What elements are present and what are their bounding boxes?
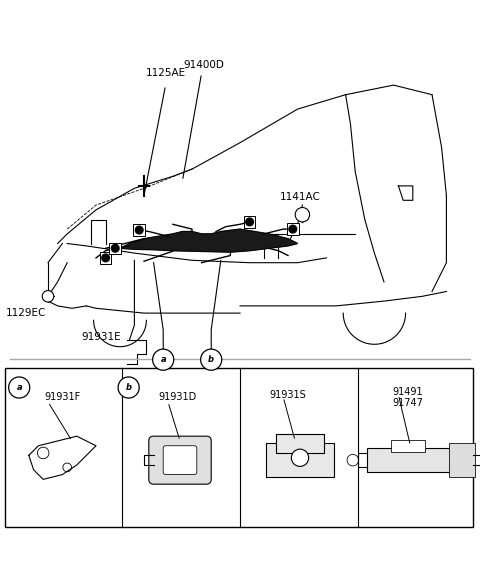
Text: 91931E: 91931E <box>81 332 120 342</box>
Text: 91400D: 91400D <box>183 59 225 70</box>
Circle shape <box>153 349 174 370</box>
Circle shape <box>111 244 119 252</box>
Bar <box>133 224 145 236</box>
Circle shape <box>289 225 297 233</box>
Text: 91491
91747: 91491 91747 <box>393 387 423 408</box>
Circle shape <box>291 449 309 466</box>
FancyBboxPatch shape <box>163 446 197 475</box>
Circle shape <box>295 208 310 222</box>
Text: 1125AE: 1125AE <box>145 68 186 78</box>
Text: 91931D: 91931D <box>158 392 197 402</box>
Text: a: a <box>160 355 166 364</box>
Bar <box>449 444 475 477</box>
Text: 91931F: 91931F <box>44 392 81 402</box>
Circle shape <box>201 349 222 370</box>
Text: 91931S: 91931S <box>270 390 306 400</box>
Circle shape <box>135 226 143 234</box>
Bar <box>276 434 324 453</box>
Text: 1129EC: 1129EC <box>6 308 47 318</box>
Text: b: b <box>208 355 214 364</box>
Bar <box>391 440 425 451</box>
Text: a: a <box>16 383 22 392</box>
Circle shape <box>118 377 139 398</box>
Bar <box>244 216 255 227</box>
Circle shape <box>246 218 253 226</box>
Bar <box>100 252 111 264</box>
FancyBboxPatch shape <box>149 436 211 484</box>
Circle shape <box>9 377 30 398</box>
Circle shape <box>102 254 109 262</box>
Polygon shape <box>120 229 298 252</box>
Bar <box>5 368 473 526</box>
Text: b: b <box>126 383 132 392</box>
Bar <box>367 448 473 472</box>
Circle shape <box>42 290 54 302</box>
Bar <box>109 243 121 254</box>
Bar <box>266 444 334 477</box>
Circle shape <box>347 454 359 466</box>
Text: 1141AC: 1141AC <box>279 192 321 202</box>
Bar <box>287 223 299 235</box>
